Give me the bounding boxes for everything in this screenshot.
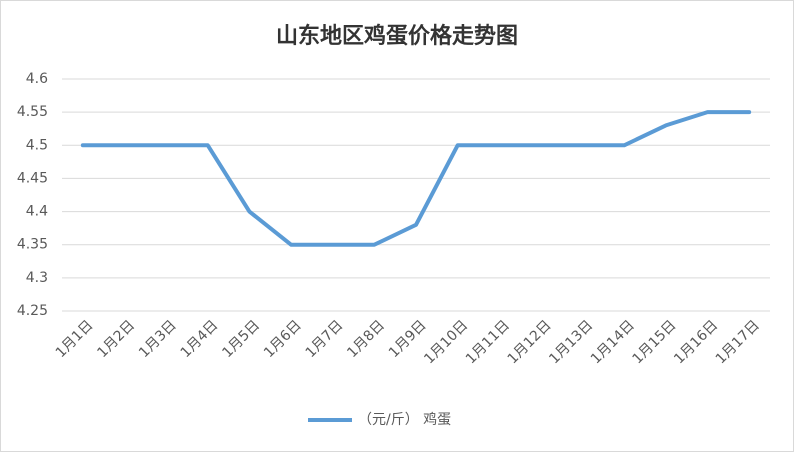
y-tick-label: 4.35 [17,237,48,253]
legend-label: （元/斤） 鸡蛋 [358,411,451,428]
y-tick-label: 4.55 [17,104,48,120]
chart-title: 山东地区鸡蛋价格走势图 [276,23,518,49]
y-tick-label: 4.5 [26,137,48,153]
y-tick-label: 4.3 [26,270,48,286]
y-tick-label: 4.4 [26,204,48,220]
y-tick-label: 4.6 [26,71,48,87]
data-line [80,110,752,247]
y-tick-label: 4.45 [17,170,48,186]
y-tick-label: 4.25 [17,303,48,319]
